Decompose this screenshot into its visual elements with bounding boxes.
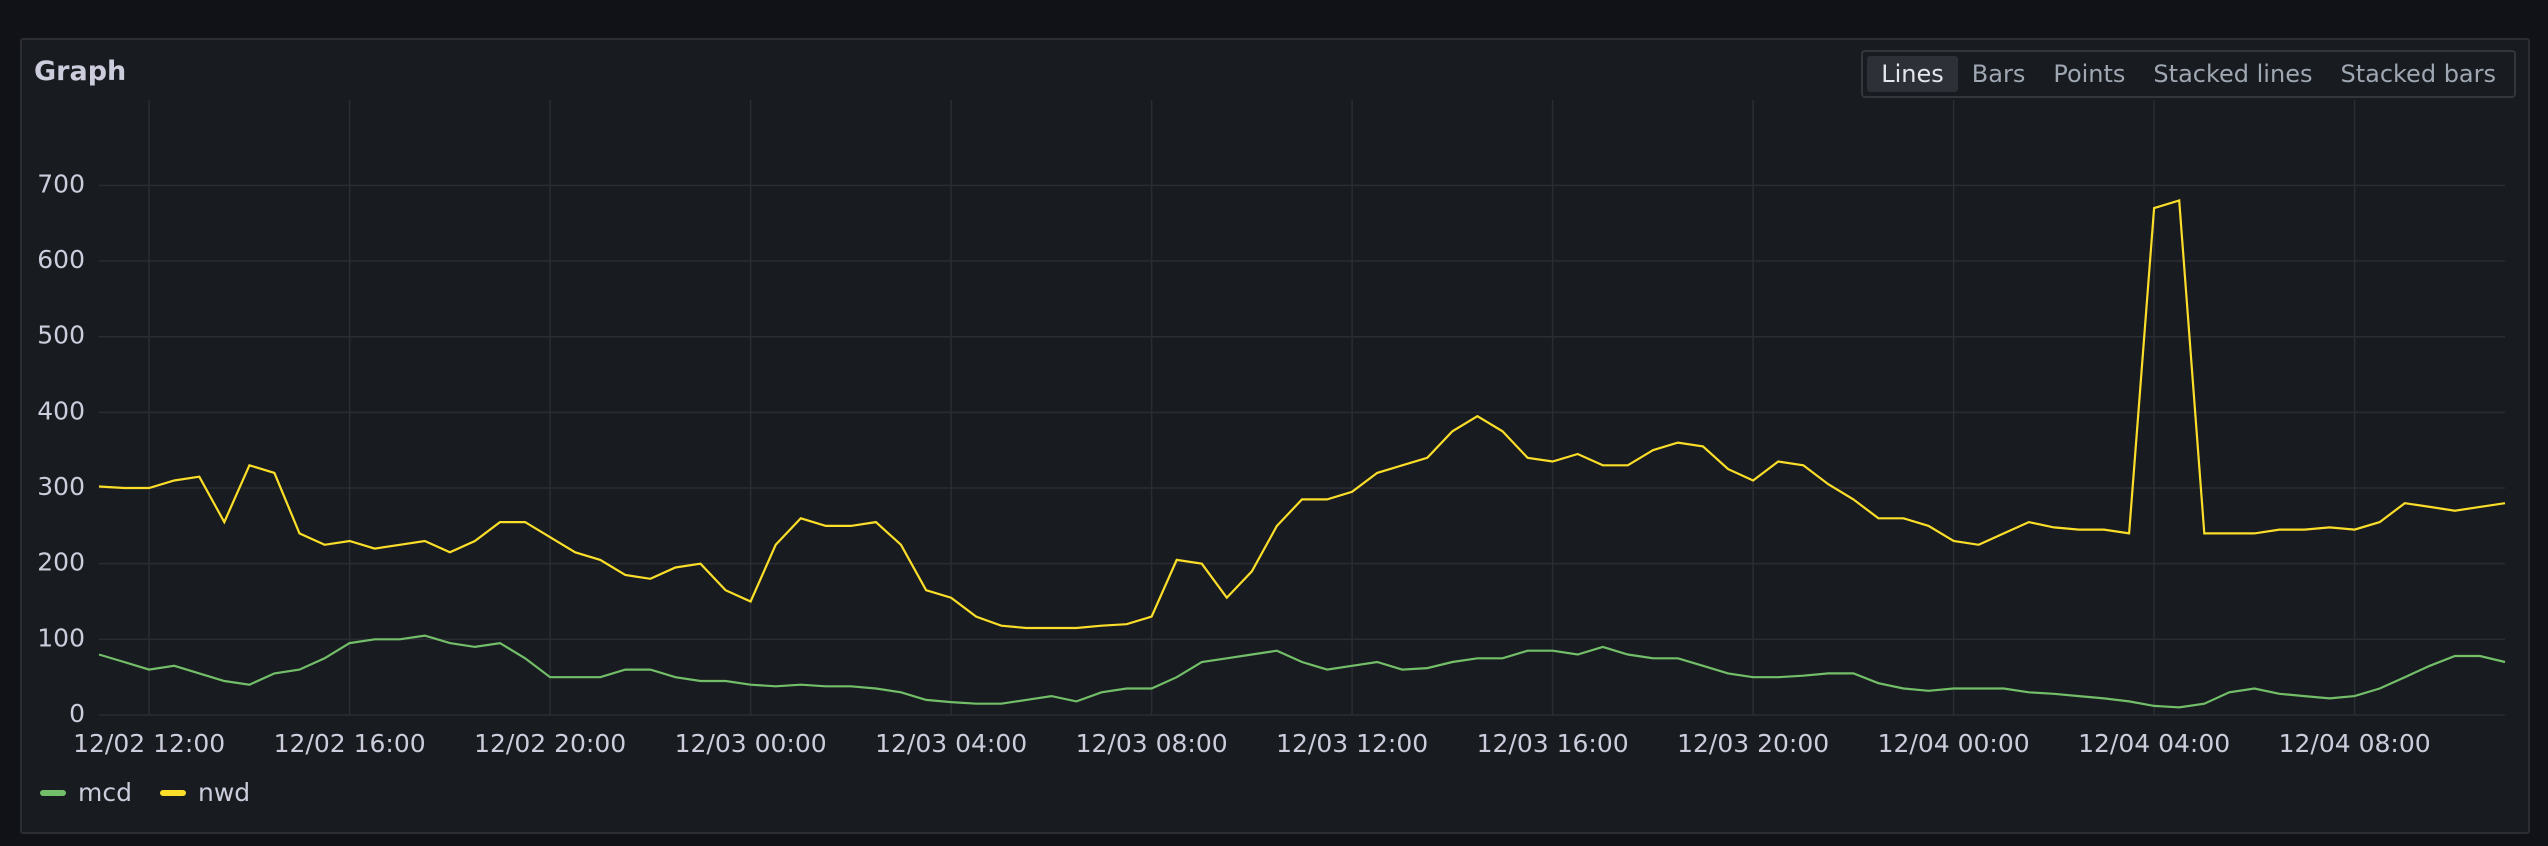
x-tick-label: 12/03 12:00 bbox=[1276, 729, 1428, 758]
x-tick-label: 12/04 00:00 bbox=[1878, 729, 2030, 758]
x-tick-label: 12/03 20:00 bbox=[1677, 729, 1829, 758]
legend-label: mcd bbox=[78, 778, 132, 807]
view-options: Lines Bars Points Stacked lines Stacked bars bbox=[1861, 50, 2516, 98]
y-tick-label: 0 bbox=[69, 699, 85, 728]
x-tick-label: 12/03 04:00 bbox=[875, 729, 1027, 758]
legend-label: nwd bbox=[197, 778, 251, 807]
x-tick-label: 12/02 12:00 bbox=[73, 729, 225, 758]
view-option[interactable]: Lines bbox=[1867, 56, 1958, 92]
series-line bbox=[98, 199, 2506, 630]
series-line bbox=[98, 634, 2506, 709]
y-tick-label: 600 bbox=[37, 245, 85, 274]
view-option[interactable]: Bars bbox=[1971, 60, 2026, 88]
x-tick-label: 12/03 16:00 bbox=[1477, 729, 1629, 758]
panel: Graph Lines Bars Points Stacked lines Stacke… bbox=[20, 38, 2530, 834]
view-option[interactable]: Stacked bars bbox=[2340, 60, 2496, 88]
legend-item[interactable]: mcd bbox=[40, 778, 132, 807]
panel-title: Graph bbox=[34, 56, 127, 87]
y-tick-label: 200 bbox=[37, 548, 85, 577]
chart: 0 100 200 300 400 500 600 700 12/02 12:00 12/02 1… bbox=[37, 100, 2506, 758]
y-tick-label: 100 bbox=[37, 623, 85, 652]
x-tick-label: 12/02 20:00 bbox=[474, 729, 626, 758]
y-tick-label: 400 bbox=[37, 396, 85, 425]
x-tick-label: 12/04 04:00 bbox=[2078, 729, 2230, 758]
y-tick-label: 300 bbox=[37, 472, 85, 501]
legend-swatch bbox=[159, 789, 186, 796]
y-tick-label: 500 bbox=[37, 321, 85, 350]
legend-swatch bbox=[40, 789, 66, 796]
y-tick-label: 700 bbox=[37, 169, 85, 198]
x-tick-label: 12/03 00:00 bbox=[675, 729, 827, 758]
view-option[interactable]: Stacked lines bbox=[2153, 60, 2313, 88]
legend: mcd nwd bbox=[40, 778, 250, 807]
x-tick-label: 12/04 08:00 bbox=[2279, 729, 2431, 758]
view-option[interactable]: Points bbox=[2053, 60, 2126, 88]
legend-item[interactable]: nwd bbox=[159, 778, 251, 807]
x-tick-label: 12/02 16:00 bbox=[274, 729, 426, 758]
x-tick-label: 12/03 08:00 bbox=[1076, 729, 1228, 758]
